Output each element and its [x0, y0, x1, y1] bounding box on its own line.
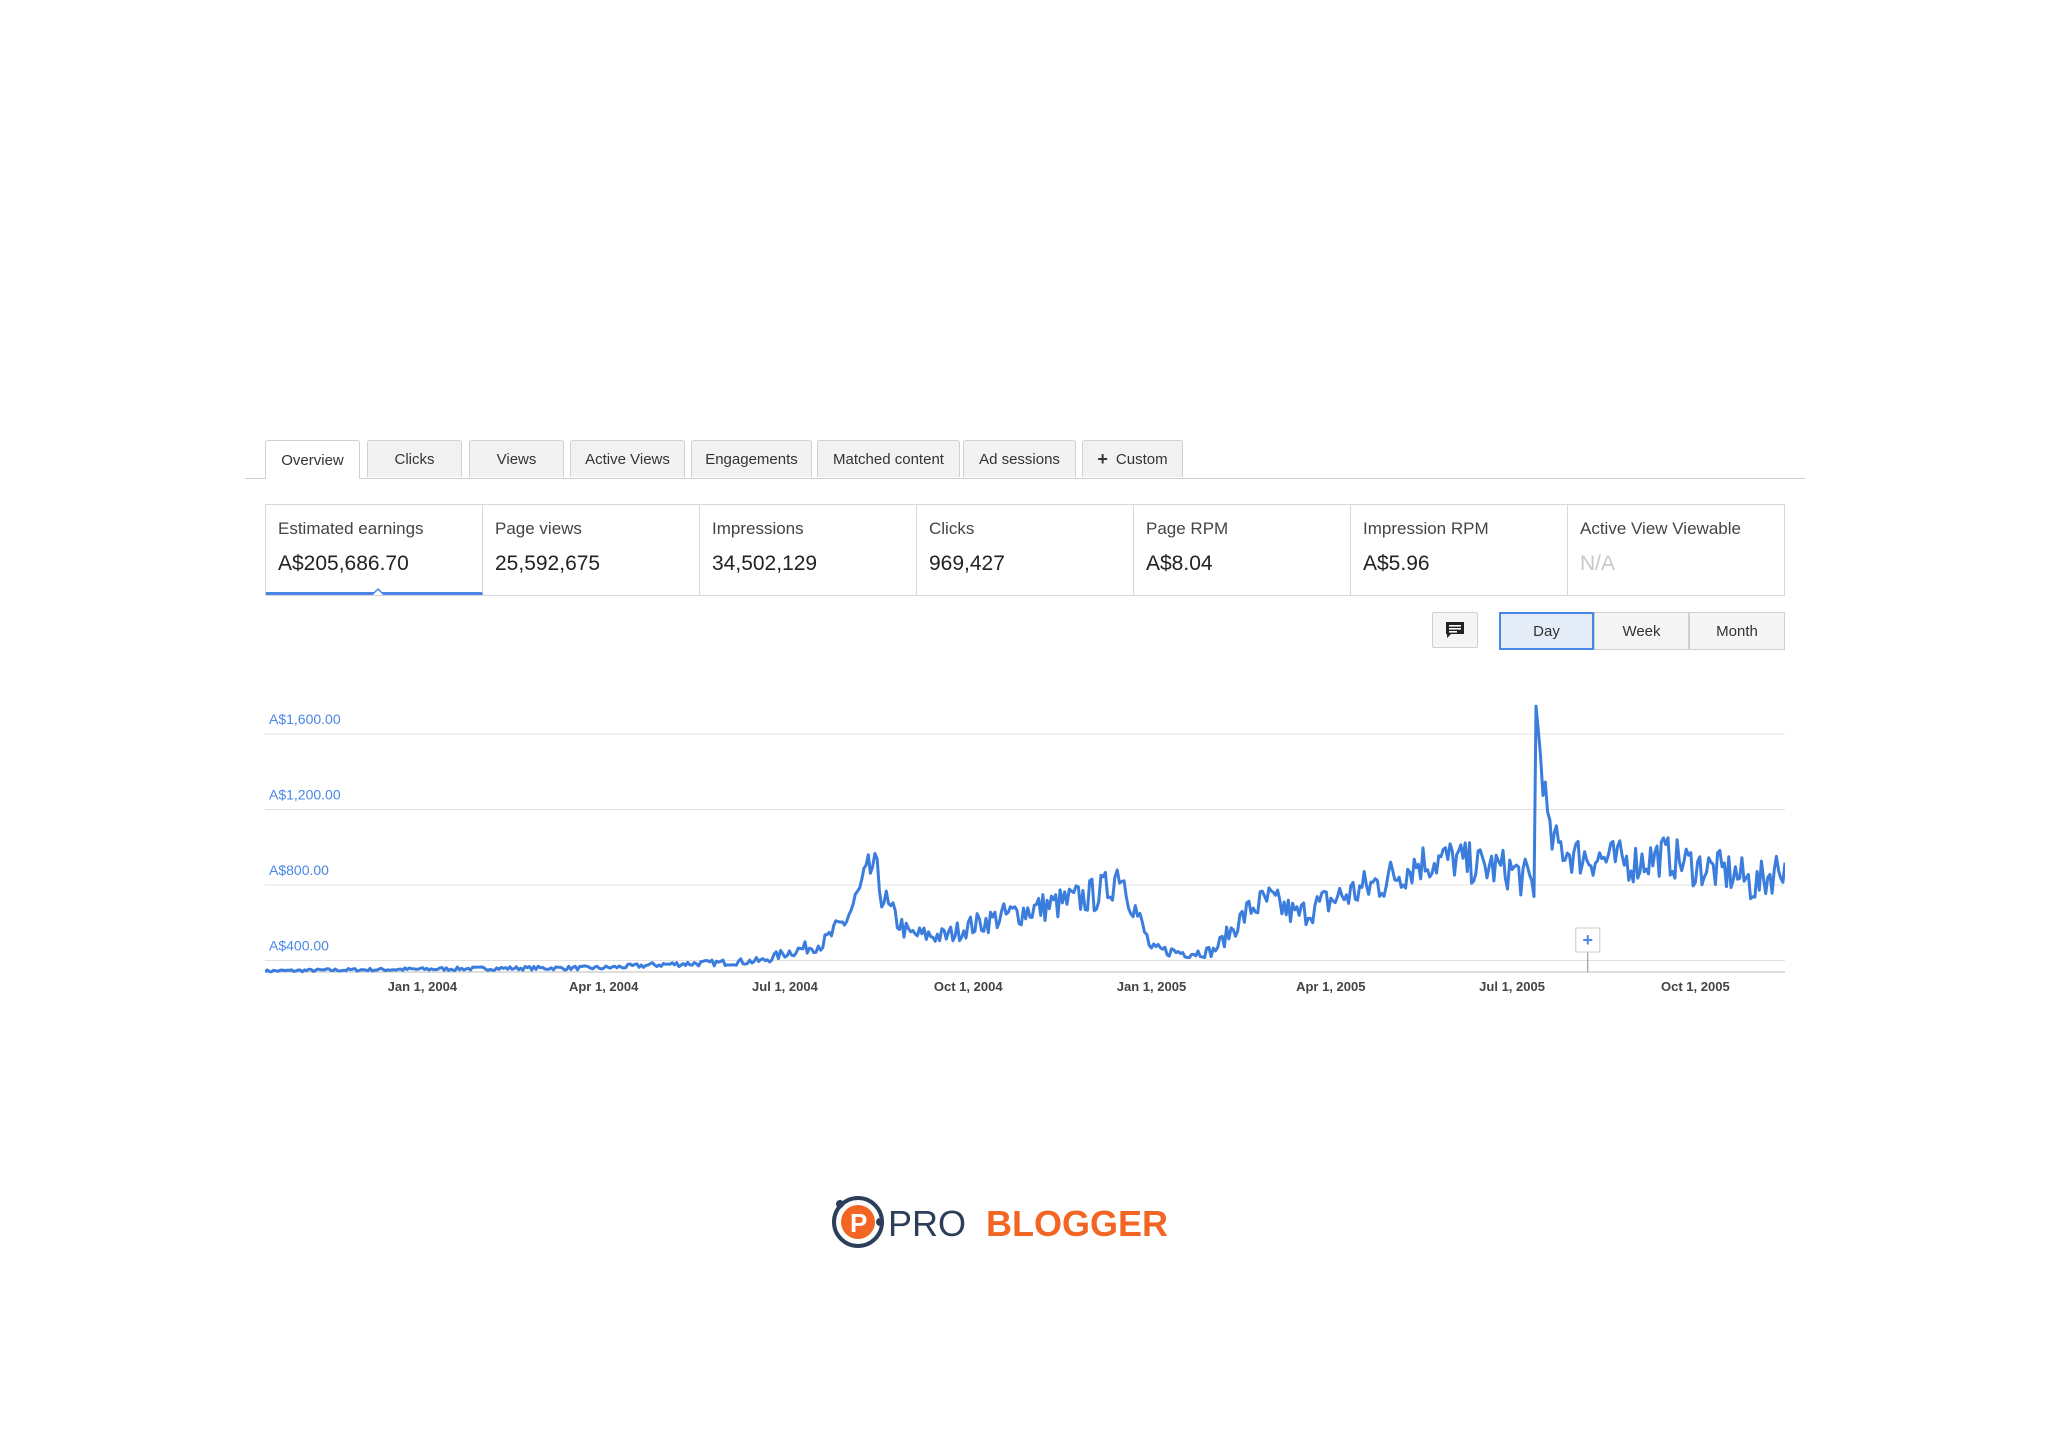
metric-page-views[interactable]: Page views 25,592,675 — [483, 505, 700, 595]
tab-matched-content[interactable]: Matched content — [817, 440, 960, 477]
tab-overview-label: Overview — [281, 451, 344, 469]
granularity-day-label: Day — [1533, 622, 1560, 640]
tab-matched-content-label: Matched content — [833, 450, 944, 468]
x-tick-label: Oct 1, 2004 — [934, 979, 1003, 994]
x-tick-label: Jul 1, 2005 — [1479, 979, 1545, 994]
y-tick-label: A$1,600.00 — [269, 711, 341, 727]
metric-label: Active View Viewable — [1580, 519, 1741, 538]
granularity-week-button[interactable]: Week — [1594, 612, 1689, 650]
y-tick-label: A$800.00 — [269, 862, 329, 878]
tab-ad-sessions-label: Ad sessions — [979, 450, 1060, 468]
metric-label: Page RPM — [1146, 519, 1229, 538]
metric-label: Estimated earnings — [278, 519, 424, 538]
add-annotation-icon[interactable] — [1575, 927, 1601, 953]
tab-custom[interactable]: + Custom — [1082, 440, 1183, 477]
x-tick-label: Apr 1, 2005 — [1296, 979, 1365, 994]
x-tick-label: Apr 1, 2004 — [569, 979, 639, 994]
earnings-series-line — [265, 704, 1785, 974]
metric-label: Clicks — [929, 519, 975, 538]
metric-impressions[interactable]: Impressions 34,502,129 — [700, 505, 917, 595]
tab-custom-label: Custom — [1115, 450, 1168, 468]
granularity-week-label: Week — [1622, 622, 1661, 640]
comment-icon — [1446, 622, 1464, 638]
metric-value: 34,502,129 — [712, 552, 818, 575]
plus-icon: + — [1583, 930, 1594, 950]
metric-clicks[interactable]: Clicks 969,427 — [917, 505, 1134, 595]
metric-active-view-viewable[interactable]: Active View Viewable N/A — [1568, 505, 1784, 595]
metric-value: N/A — [1580, 552, 1616, 575]
y-tick-label: A$1,200.00 — [269, 787, 341, 803]
tab-overview[interactable]: Overview — [265, 440, 360, 479]
metric-value: 969,427 — [929, 552, 1005, 575]
tab-views-label: Views — [496, 450, 537, 468]
tab-active-views[interactable]: Active Views — [570, 440, 685, 477]
x-tick-label: Jan 1, 2005 — [1117, 979, 1186, 994]
granularity-day-button[interactable]: Day — [1499, 612, 1594, 650]
logo-text-pro: PRO — [888, 1203, 966, 1244]
report-tabs: Overview Clicks Views Active Views Engag… — [245, 438, 1805, 479]
problogger-logo-icon: P — [832, 1196, 884, 1248]
tab-clicks-label: Clicks — [394, 450, 435, 468]
metric-label: Impression RPM — [1363, 519, 1489, 538]
logo-text-blogger: BLOGGER — [986, 1203, 1168, 1244]
metric-label: Page views — [495, 519, 582, 538]
metrics-summary: Estimated earnings A$205,686.70 Page vie… — [265, 504, 1785, 596]
earnings-line-chart: A$1,600.00 A$1,200.00 A$800.00 A$400.00 Jan… — [265, 704, 1785, 994]
metric-page-rpm[interactable]: Page RPM A$8.04 — [1134, 505, 1351, 595]
x-tick-label: Jul 1, 2004 — [752, 979, 819, 994]
x-tick-label: Jan 1, 2004 — [388, 979, 458, 994]
granularity-month-label: Month — [1716, 622, 1758, 640]
x-tick-label: Oct 1, 2005 — [1661, 979, 1730, 994]
tab-active-views-label: Active Views — [585, 450, 670, 468]
chart-gridlines — [265, 733, 1785, 973]
annotation-button[interactable] — [1432, 612, 1478, 648]
tab-views[interactable]: Views — [469, 440, 564, 477]
metric-estimated-earnings[interactable]: Estimated earnings A$205,686.70 — [266, 505, 483, 595]
metric-value: A$8.04 — [1146, 552, 1213, 575]
tab-clicks[interactable]: Clicks — [367, 440, 462, 477]
metric-value: A$5.96 — [1363, 552, 1430, 575]
tab-engagements-label: Engagements — [705, 450, 798, 468]
metric-value: A$205,686.70 — [278, 552, 409, 575]
tab-engagements[interactable]: Engagements — [691, 440, 812, 477]
svg-text:P: P — [850, 1208, 867, 1238]
metric-label: Impressions — [712, 519, 804, 538]
x-axis-labels: Jan 1, 2004 Apr 1, 2004 Jul 1, 2004 Oct 1, … — [388, 979, 1730, 994]
y-tick-label: A$400.00 — [269, 938, 329, 954]
granularity-month-button[interactable]: Month — [1689, 612, 1785, 650]
y-axis-labels: A$1,600.00 A$1,200.00 A$800.00 A$400.00 — [269, 711, 341, 954]
metric-value: 25,592,675 — [495, 552, 601, 575]
tab-ad-sessions[interactable]: Ad sessions — [963, 440, 1076, 477]
plus-icon: + — [1097, 448, 1108, 469]
problogger-logo: P PRO BLOGGER — [832, 1196, 1168, 1248]
annotation-marker[interactable]: + — [1575, 927, 1601, 972]
metric-impression-rpm[interactable]: Impression RPM A$5.96 — [1351, 505, 1568, 595]
